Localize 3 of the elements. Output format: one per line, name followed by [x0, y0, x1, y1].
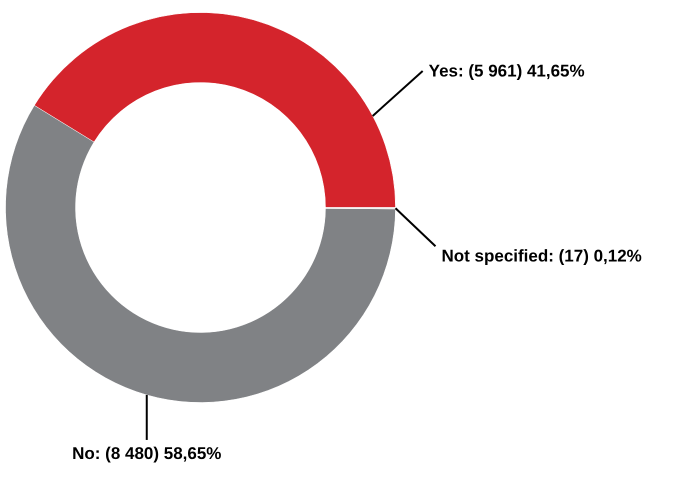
slice-label: No: (8 480) 58,65% [72, 444, 222, 463]
slice-label: Not specified: (17) 0,12% [442, 246, 642, 266]
slice-label: Yes: (5 961) 41,65% [428, 61, 585, 80]
